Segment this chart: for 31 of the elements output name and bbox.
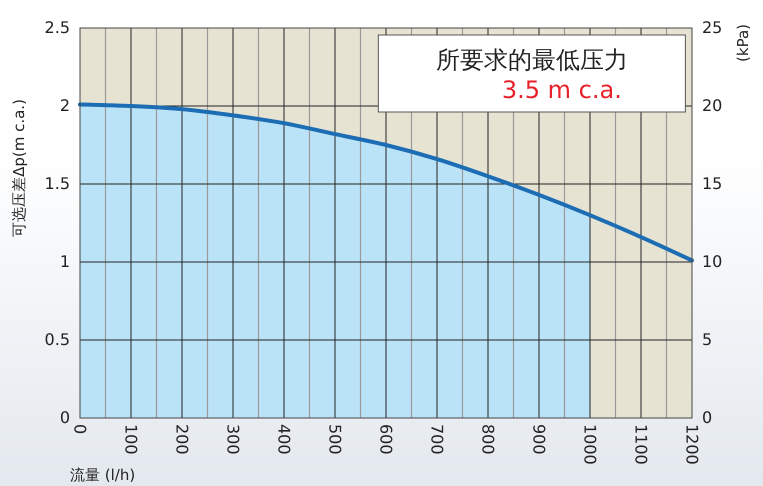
- y-tick-label: 1.5: [44, 174, 70, 194]
- y2-axis-title: (kPa): [734, 24, 752, 62]
- annotation: 3.5 m c.a.: [502, 76, 622, 104]
- x-tick-label: 500: [325, 424, 344, 455]
- x-tick-label: 600: [376, 424, 396, 455]
- y-axis-title: 可选压差Δp(m c.a.): [10, 99, 28, 237]
- y-tick-label: 0.5: [44, 330, 70, 350]
- x-tick-label: 900: [529, 424, 548, 455]
- x-tick-label: 400: [274, 424, 294, 455]
- annotation: 所要求的最低压力: [436, 46, 628, 74]
- x-tick-label: 1000: [580, 424, 600, 465]
- x-tick-label: 1100: [631, 424, 650, 465]
- x-axis-title: 流量 (l/h): [70, 466, 136, 484]
- y2-tick-label: 20: [702, 96, 722, 116]
- x-tick-label: 700: [427, 424, 446, 455]
- x-tick-label: 0: [70, 424, 90, 434]
- y2-tick-label: 0: [702, 408, 712, 428]
- y-tick-label: 2: [60, 96, 70, 116]
- x-tick-label: 1200: [682, 424, 702, 465]
- y2-tick-label: 15: [702, 174, 722, 194]
- x-tick-label: 800: [478, 424, 498, 455]
- y2-tick-label: 25: [702, 18, 722, 38]
- x-tick-label: 300: [223, 424, 242, 455]
- y-tick-label: 0: [60, 408, 70, 428]
- x-tick-label: 100: [121, 424, 140, 455]
- y2-tick-label: 10: [702, 252, 722, 272]
- y2-tick-label: 5: [702, 330, 712, 350]
- x-tick-label: 200: [172, 424, 192, 455]
- line-series: [78, 102, 694, 262]
- y-tick-label: 2.5: [44, 18, 70, 38]
- y-tick-label: 1: [60, 252, 70, 272]
